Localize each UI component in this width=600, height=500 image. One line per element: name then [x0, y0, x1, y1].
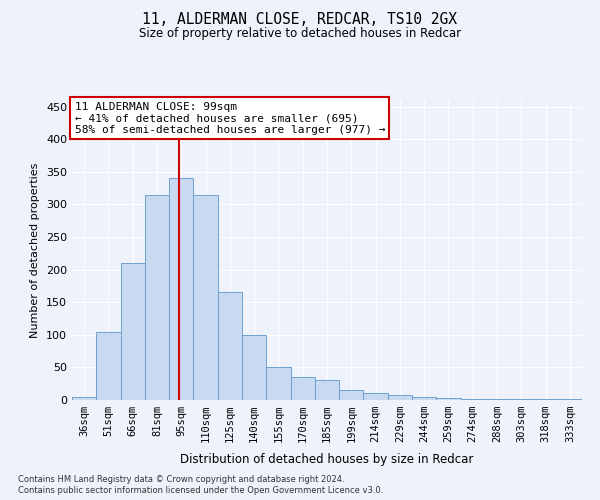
Bar: [193, 194, 218, 400]
Bar: [145, 194, 169, 400]
Bar: [169, 178, 193, 400]
Text: 11, ALDERMAN CLOSE, REDCAR, TS10 2GX: 11, ALDERMAN CLOSE, REDCAR, TS10 2GX: [143, 12, 458, 28]
Text: Contains public sector information licensed under the Open Government Licence v3: Contains public sector information licen…: [18, 486, 383, 495]
Bar: [364, 394, 388, 400]
Bar: [242, 335, 266, 400]
Bar: [266, 368, 290, 400]
Text: Distribution of detached houses by size in Redcar: Distribution of detached houses by size …: [181, 454, 473, 466]
Bar: [121, 263, 145, 400]
Bar: [436, 398, 461, 400]
Bar: [290, 377, 315, 400]
Bar: [412, 396, 436, 400]
Text: Size of property relative to detached houses in Redcar: Size of property relative to detached ho…: [139, 28, 461, 40]
Bar: [315, 380, 339, 400]
Y-axis label: Number of detached properties: Number of detached properties: [31, 162, 40, 338]
Bar: [96, 332, 121, 400]
Text: Contains HM Land Registry data © Crown copyright and database right 2024.: Contains HM Land Registry data © Crown c…: [18, 475, 344, 484]
Bar: [461, 398, 485, 400]
Bar: [218, 292, 242, 400]
Bar: [72, 396, 96, 400]
Text: 11 ALDERMAN CLOSE: 99sqm
← 41% of detached houses are smaller (695)
58% of semi-: 11 ALDERMAN CLOSE: 99sqm ← 41% of detach…: [74, 102, 385, 134]
Bar: [388, 395, 412, 400]
Bar: [339, 390, 364, 400]
